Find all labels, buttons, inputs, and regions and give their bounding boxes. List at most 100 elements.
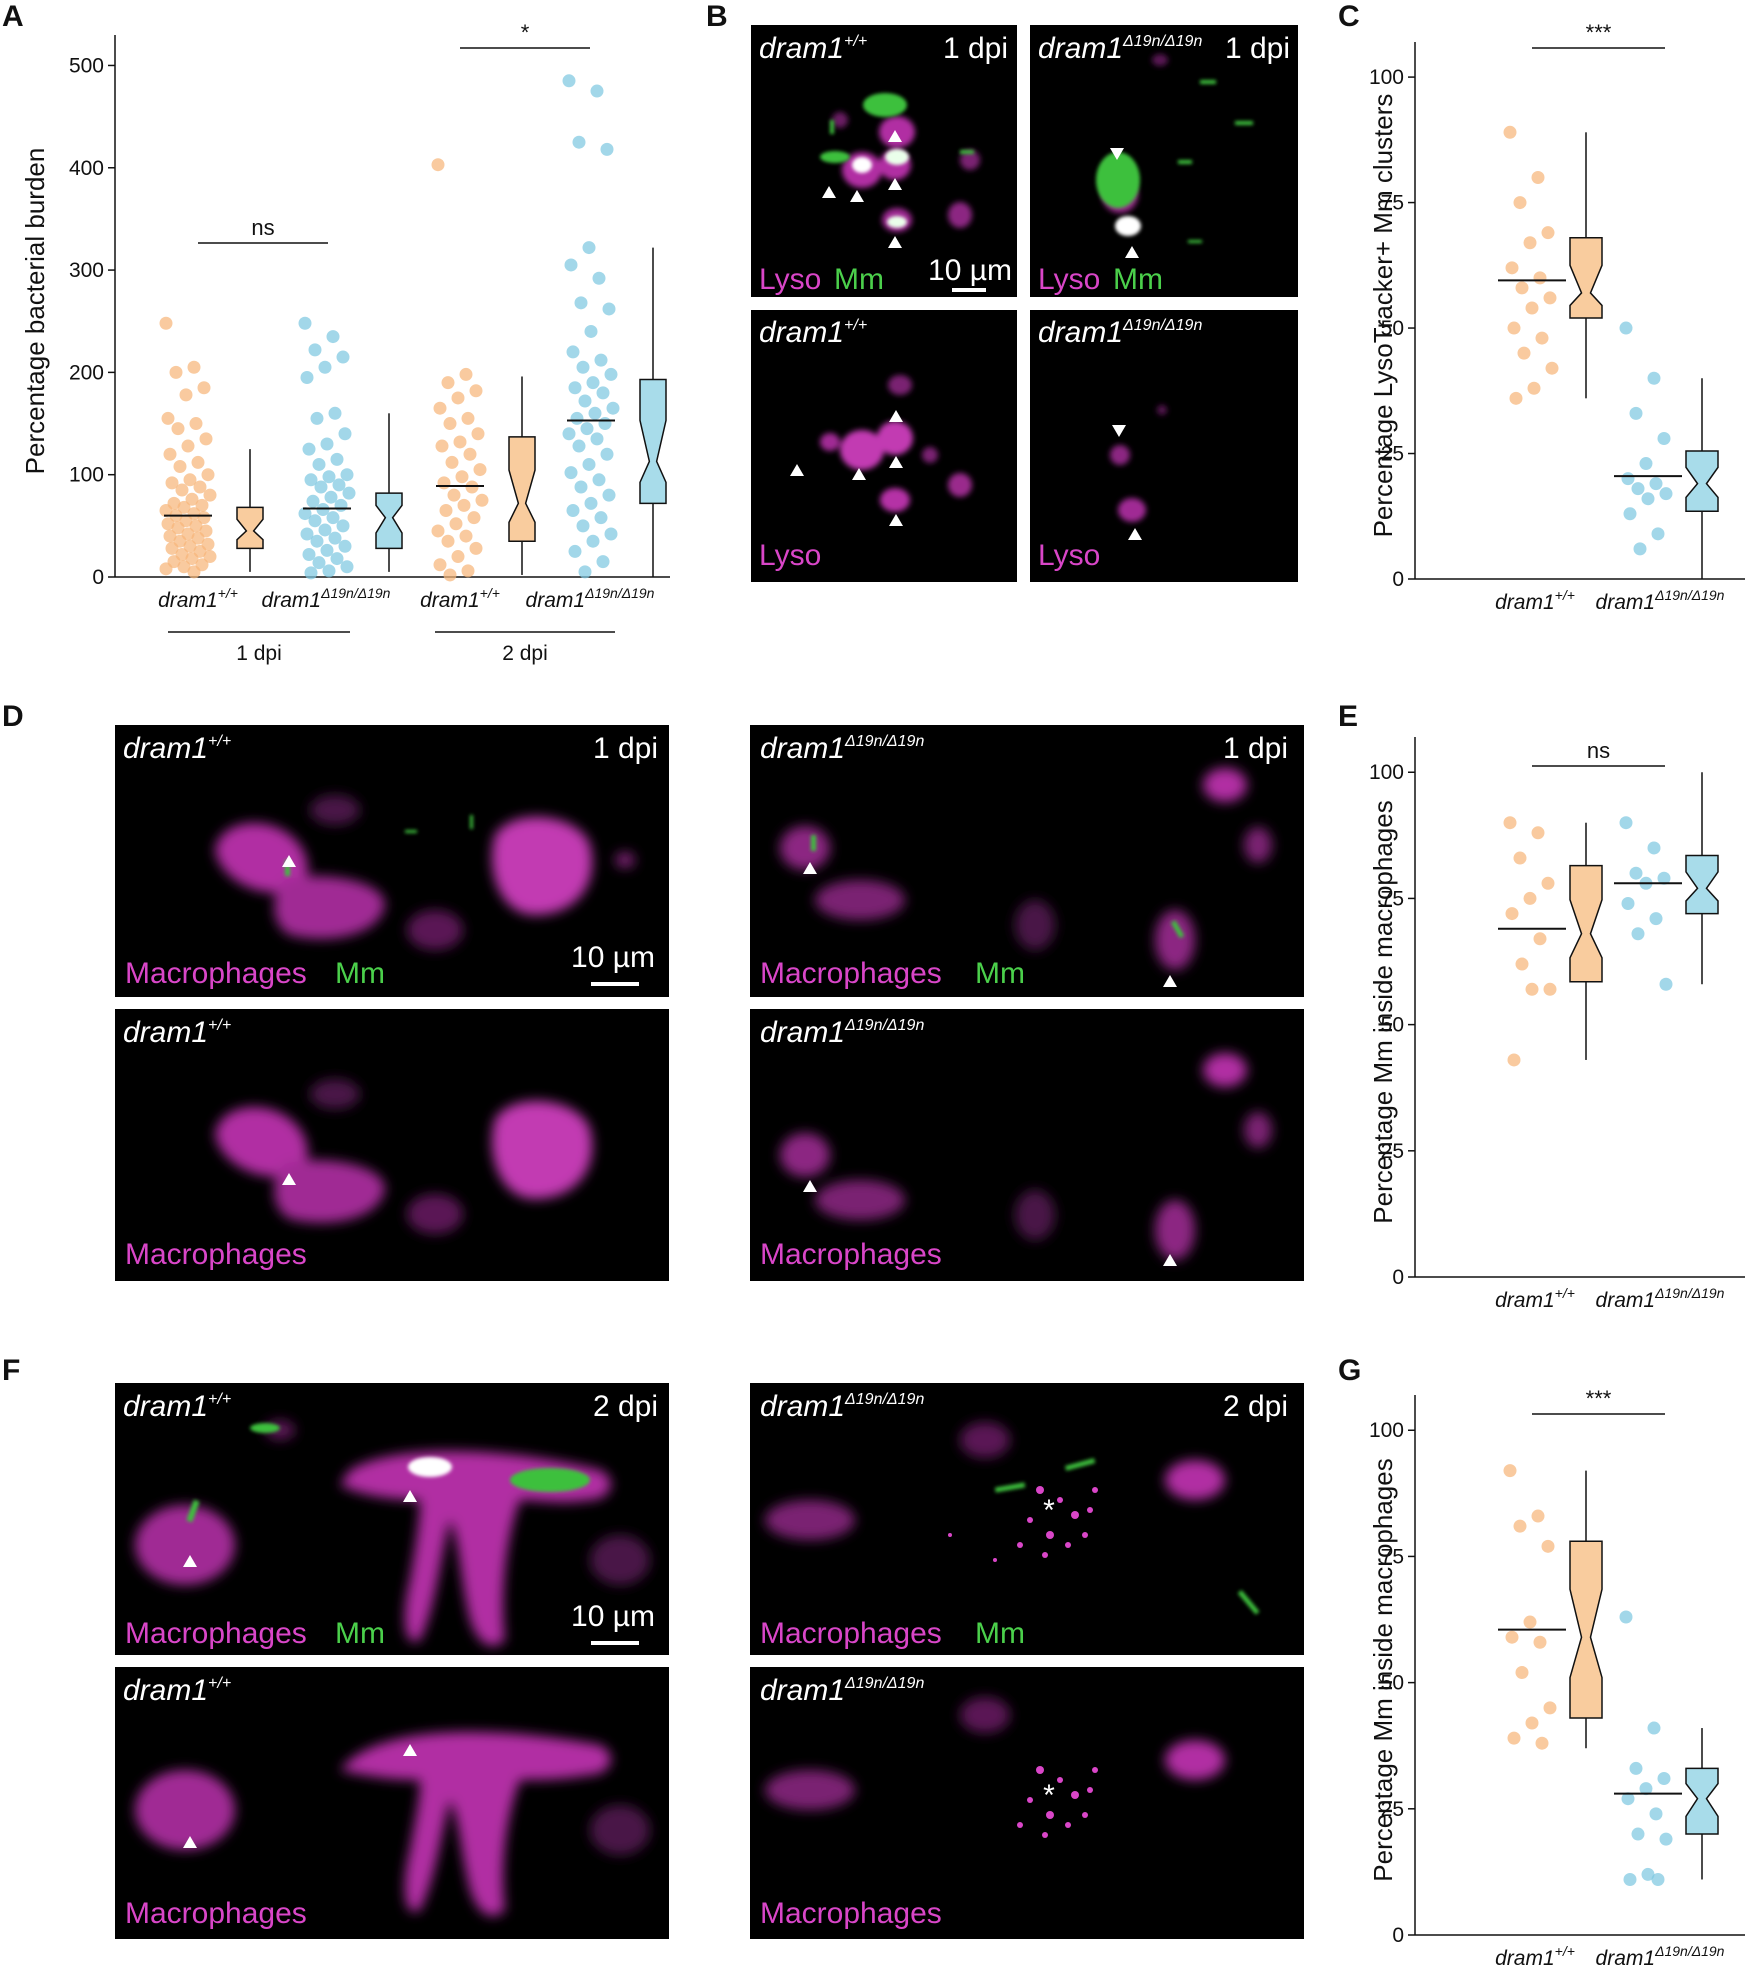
- data-point: [181, 439, 195, 453]
- data-point: [592, 271, 606, 285]
- data-point: [1649, 477, 1663, 491]
- data-point: [183, 473, 197, 487]
- y-tick-label: 300: [69, 259, 104, 282]
- data-point: [449, 517, 463, 531]
- notched-box: [508, 436, 536, 542]
- data-point: [1647, 1721, 1661, 1735]
- f-mut-asterisk: *: [1043, 1494, 1055, 1527]
- data-point: [588, 406, 602, 420]
- b-scale-bar: [952, 288, 986, 292]
- data-point: [574, 296, 588, 310]
- d-mut-mac-label: Macrophages: [760, 1238, 942, 1271]
- data-point: [475, 493, 489, 507]
- data-point: [161, 517, 175, 531]
- data-point: [173, 460, 187, 474]
- d-mut-mac-cells: [780, 1053, 1272, 1260]
- panel-label-f: F: [2, 1354, 20, 1387]
- panel-d-micrographs: dram1+/+ 1 dpi Macrophages Mm 10 µm dram…: [115, 725, 1304, 1281]
- d-wt-mac-cells: [215, 1079, 593, 1234]
- data-point: [1507, 321, 1521, 335]
- data-point: [191, 531, 205, 545]
- y-tick-label: 100: [69, 464, 104, 487]
- data-point: [318, 523, 332, 537]
- data-point: [298, 316, 312, 330]
- series-wildtype: [159, 316, 264, 579]
- data-point: [191, 455, 205, 469]
- data-point: [441, 534, 455, 548]
- data-point: [338, 539, 352, 553]
- f-wt-macrophages-label: Macrophages: [125, 1617, 307, 1650]
- data-point: [596, 386, 610, 400]
- data-point: [1621, 896, 1635, 910]
- data-point: [578, 394, 592, 408]
- data-point: [310, 411, 324, 425]
- data-point: [1525, 301, 1539, 315]
- data-point: [320, 543, 334, 557]
- data-point: [1517, 346, 1531, 360]
- data-point: [1531, 1509, 1545, 1523]
- d-mut-arrowheads: [803, 862, 1177, 987]
- b-wt-dpi-label: 1 dpi: [943, 32, 1008, 65]
- data-point: [1525, 1716, 1539, 1730]
- series-wildtype: [1498, 125, 1603, 405]
- significance-label: ns: [1587, 738, 1610, 763]
- data-point: [570, 411, 584, 425]
- y-axis-title: Percentage Mm inside macrophages: [1368, 800, 1398, 1223]
- data-point: [586, 534, 600, 548]
- data-point: [187, 565, 201, 579]
- panel-f-micrographs: dram1+/+ 2 dpi Macrophages Mm 10 µm dram…: [115, 1383, 1304, 1939]
- panel-a-group-labels: 1 dpi 2 dpi: [168, 631, 615, 665]
- b-wt-genotype-base: dram1+/+: [759, 32, 867, 65]
- data-point: [1543, 291, 1557, 305]
- data-point: [316, 502, 330, 516]
- data-point: [604, 367, 618, 381]
- data-point: [330, 552, 344, 566]
- notched-box: [375, 492, 403, 550]
- d-wt-dpi-label: 1 dpi: [593, 732, 658, 765]
- data-point: [1659, 977, 1673, 991]
- data-point: [304, 566, 318, 580]
- y-axis-title: Percentage Mm inside macrophages: [1368, 1458, 1398, 1881]
- data-point: [338, 427, 352, 441]
- f-mut-mac-cells: [765, 1697, 1225, 1810]
- x-tick-mut: dram1Δ19n/Δ19n: [1596, 1943, 1725, 1970]
- data-point: [1523, 1615, 1537, 1629]
- data-point: [1533, 1635, 1547, 1649]
- notched-box: [1569, 1540, 1603, 1719]
- data-point: [600, 142, 614, 156]
- data-point: [171, 521, 185, 535]
- y-tick-label: 400: [69, 157, 104, 180]
- d-mut-genotype: dram1Δ19n/Δ19n: [760, 732, 924, 765]
- f-mut-puncta: [948, 1486, 1098, 1562]
- data-point: [1651, 1872, 1665, 1886]
- data-point: [441, 376, 455, 390]
- y-tick-label: 100: [1369, 1419, 1404, 1442]
- data-point: [435, 439, 449, 453]
- data-point: [431, 158, 445, 172]
- d-mut-mac-arrowheads: [803, 1180, 1177, 1266]
- data-point: [298, 507, 312, 521]
- data-point: [602, 488, 616, 502]
- f-mut-mac-label: Macrophages: [760, 1897, 942, 1930]
- data-point: [302, 442, 316, 456]
- data-point: [1515, 1666, 1529, 1680]
- b-mut-lyso-arrowheads: [1112, 425, 1142, 540]
- data-point: [598, 417, 612, 431]
- f-mut-macrophages-label: Macrophages: [760, 1617, 942, 1650]
- data-point: [600, 447, 614, 461]
- data-point: [592, 473, 606, 487]
- x-tick-mut: dram1Δ19n/Δ19n: [1596, 587, 1725, 614]
- data-point: [1505, 261, 1519, 275]
- data-point: [586, 376, 600, 390]
- data-point: [451, 550, 465, 564]
- data-point: [177, 500, 191, 514]
- data-point: [1649, 1807, 1663, 1821]
- data-point: [578, 565, 592, 579]
- data-point: [1657, 1772, 1671, 1786]
- f-mut-genotype: dram1Δ19n/Δ19n: [760, 1390, 924, 1423]
- y-tick-label: 100: [1369, 66, 1404, 89]
- data-point: [169, 365, 183, 379]
- series-wildtype: [431, 158, 536, 582]
- data-point: [175, 483, 189, 497]
- y-tick-label: 75: [1381, 887, 1404, 910]
